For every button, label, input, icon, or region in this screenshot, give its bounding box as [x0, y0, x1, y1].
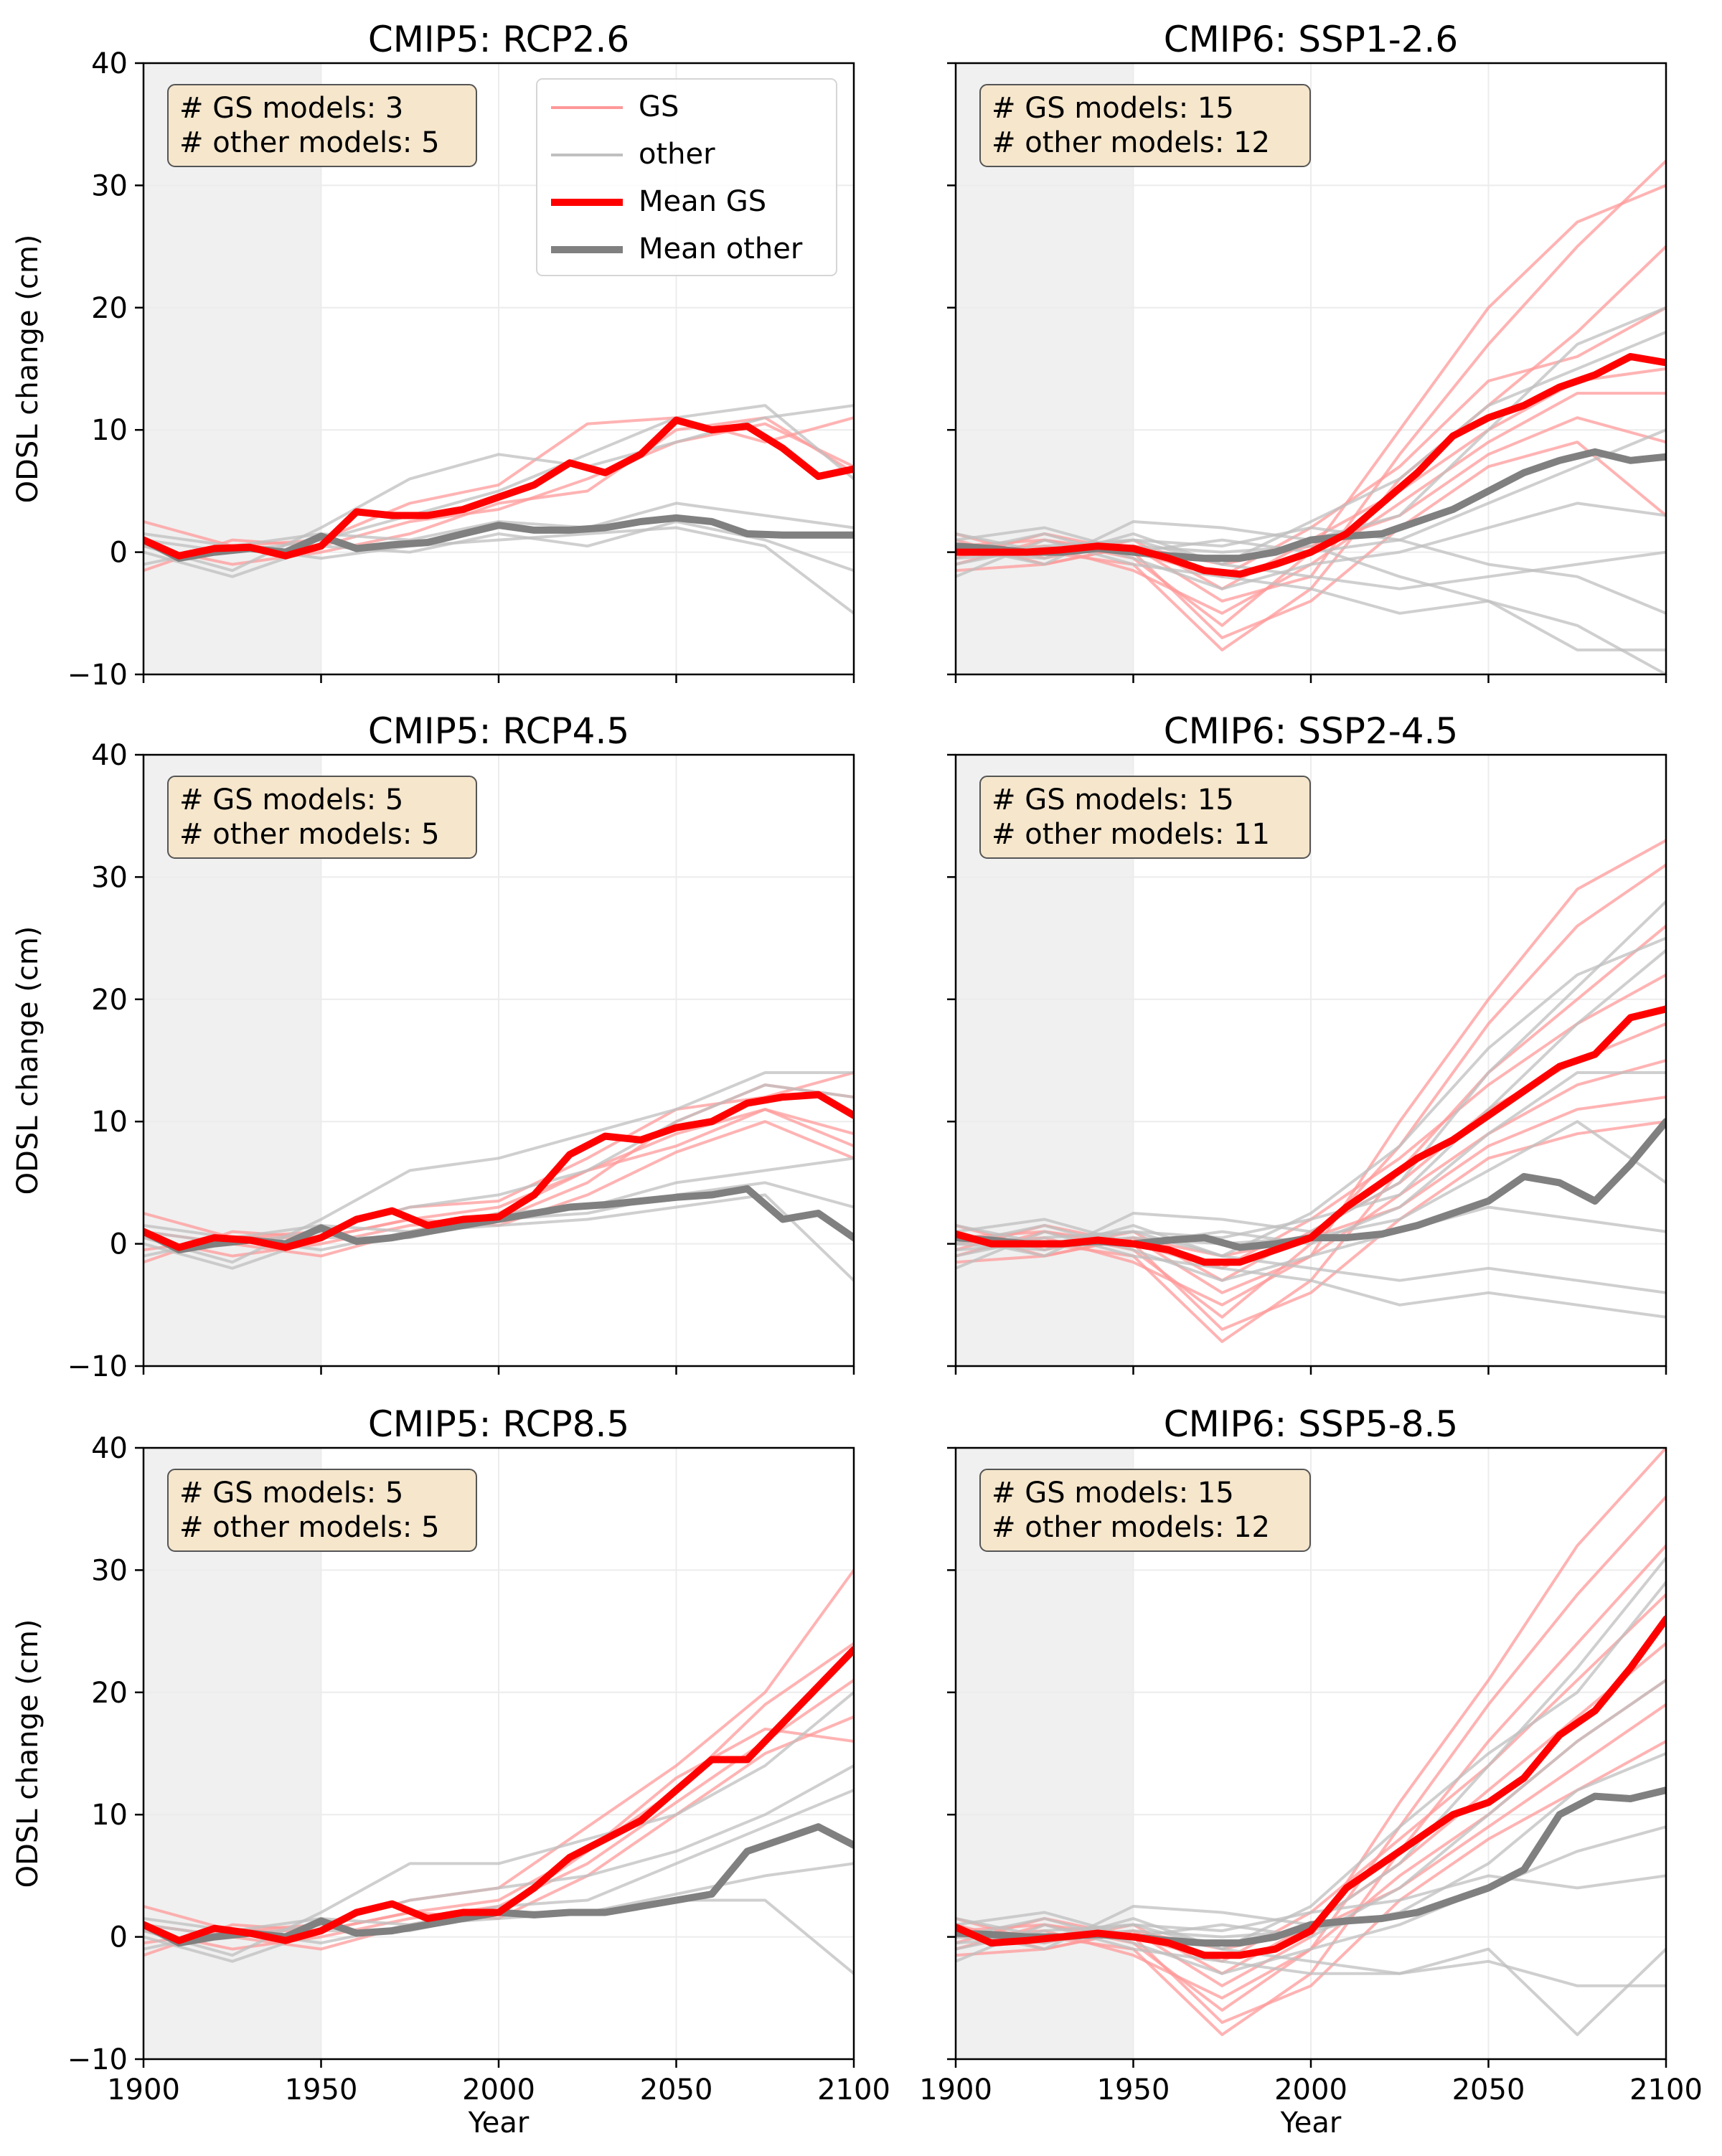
- series-other-member-5: [144, 502, 854, 548]
- panel-title: CMIP6: SSP5-8.5: [1164, 1403, 1459, 1445]
- panel-3: −10 0 10 20 30 40 CMIP5: RCP4.5 ODSL change (cm…: [11, 710, 855, 1383]
- gs-model-count: # GS models: 15: [992, 92, 1234, 125]
- series-other-member-7: [956, 502, 1666, 590]
- series-gs-member-1: [144, 416, 854, 548]
- other-model-count: # other models: 5: [179, 1511, 440, 1544]
- y-tick-label: 40: [91, 47, 128, 80]
- y-tick-label: 40: [91, 1432, 128, 1465]
- panel-5: 1900 1950 2000 2050 2100 −10 0 10 20 30 40 CMIP5: R…: [11, 1403, 890, 2139]
- series-other-member-4: [144, 520, 854, 578]
- series-other-member-1: [144, 1690, 854, 1957]
- series-other-member-7: [956, 1825, 1666, 1975]
- series-mean-gs: [144, 1091, 854, 1251]
- series-mean-gs: [144, 416, 854, 560]
- series-gs-member-1: [144, 1071, 854, 1240]
- y-tick-label: −10: [67, 2043, 128, 2076]
- y-tick-label: −10: [67, 1350, 128, 1383]
- series-other-member-2: [956, 330, 1666, 566]
- y-tick-label: 20: [91, 292, 128, 325]
- y-tick-label: 30: [91, 1554, 128, 1587]
- series-other-member-2: [956, 936, 1666, 1258]
- model-count-box: [167, 1469, 477, 1552]
- model-count-box: [979, 84, 1311, 167]
- x-tick-label: 2100: [1629, 2073, 1703, 2106]
- y-tick-label: 20: [91, 984, 128, 1017]
- y-axis-label: ODSL change (cm): [11, 1619, 44, 1888]
- panel-title: CMIP5: RCP4.5: [368, 710, 629, 752]
- panel-6: 1900 1950 2000 2050 2100 CMIP6: SSP5-8.5 Year #…: [919, 1403, 1703, 2139]
- y-tick-label: 10: [91, 414, 128, 447]
- series-mean-gs: [956, 353, 1666, 578]
- x-tick-label: 2000: [1274, 2073, 1347, 2106]
- y-tick-label: 30: [91, 169, 128, 202]
- gs-model-count: # GS models: 15: [992, 1477, 1234, 1510]
- model-count-box: [979, 1469, 1311, 1552]
- model-count-box: [979, 776, 1311, 859]
- gs-model-count: # GS models: 5: [179, 1477, 403, 1510]
- y-axis-label: ODSL change (cm): [11, 235, 44, 504]
- y-tick-label: 0: [110, 1921, 128, 1954]
- x-tick-label: 1900: [919, 2073, 992, 2106]
- panel-title: CMIP5: RCP2.6: [368, 19, 629, 60]
- panel-2: CMIP6: SSP1-2.6 # GS models: 15# other mo…: [947, 19, 1667, 683]
- model-count-box: [167, 776, 477, 859]
- series-other-member-3: [956, 1678, 1666, 1939]
- y-tick-label: 40: [91, 739, 128, 772]
- x-tick-label: 2050: [1452, 2073, 1525, 2106]
- x-tick-label: 1950: [285, 2073, 358, 2106]
- series-other-member-7: [956, 1205, 1666, 1282]
- gs-model-count: # GS models: 3: [179, 92, 403, 125]
- y-axis-label: ODSL change (cm): [11, 926, 44, 1195]
- gs-model-count: # GS models: 15: [992, 783, 1234, 816]
- x-axis-label: Year: [1280, 2106, 1342, 2139]
- other-model-count: # other models: 5: [179, 126, 440, 159]
- series-mean-gs: [956, 1005, 1666, 1266]
- legend-label: other: [639, 138, 715, 171]
- x-axis-label: Year: [468, 2106, 530, 2139]
- gs-model-count: # GS models: 5: [179, 783, 403, 816]
- y-tick-label: 0: [110, 1228, 128, 1261]
- panel-4: CMIP6: SSP2-4.5 # GS models: 15# other mo…: [947, 710, 1667, 1375]
- legend: GS other Mean GS Mean other: [536, 78, 837, 276]
- panel-title: CMIP5: RCP8.5: [368, 1403, 629, 1445]
- x-tick-label: 2100: [817, 2073, 890, 2106]
- series-mean-gs: [144, 1646, 854, 1944]
- x-tick-label: 1900: [107, 2073, 180, 2106]
- series-other-member-3: [956, 1071, 1666, 1246]
- model-count-box: [167, 84, 477, 167]
- series-gs-member-3: [144, 416, 854, 566]
- series-other-member-2: [956, 1581, 1666, 1951]
- y-tick-label: 0: [110, 537, 128, 570]
- y-tick-label: 10: [91, 1106, 128, 1139]
- legend-frame: [536, 78, 837, 276]
- x-tick-label: 1950: [1097, 2073, 1170, 2106]
- legend-label: Mean GS: [639, 185, 766, 218]
- series-mean-gs: [956, 1615, 1666, 1959]
- panel-title: CMIP6: SSP1-2.6: [1164, 19, 1459, 60]
- y-tick-label: 30: [91, 861, 128, 894]
- panel-title: CMIP6: SSP2-4.5: [1164, 710, 1459, 752]
- y-tick-label: −10: [67, 659, 128, 692]
- x-tick-label: 2000: [462, 2073, 535, 2106]
- series-other-member-5: [144, 1789, 854, 1933]
- other-model-count: # other models: 5: [179, 818, 440, 851]
- x-tick-label: 2050: [640, 2073, 713, 2106]
- other-model-count: # other models: 11: [992, 818, 1270, 851]
- y-tick-label: 20: [91, 1677, 128, 1710]
- series-other-member-1: [144, 1071, 854, 1264]
- y-tick-label: 10: [91, 1799, 128, 1832]
- panel-1: −10 0 10 20 30 40 CMIP5: RCP2.6 ODSL change (cm…: [11, 19, 855, 692]
- legend-label: GS: [639, 90, 679, 123]
- other-model-count: # other models: 12: [992, 1511, 1270, 1544]
- other-model-count: # other models: 12: [992, 126, 1270, 159]
- legend-label: Mean other: [639, 232, 803, 265]
